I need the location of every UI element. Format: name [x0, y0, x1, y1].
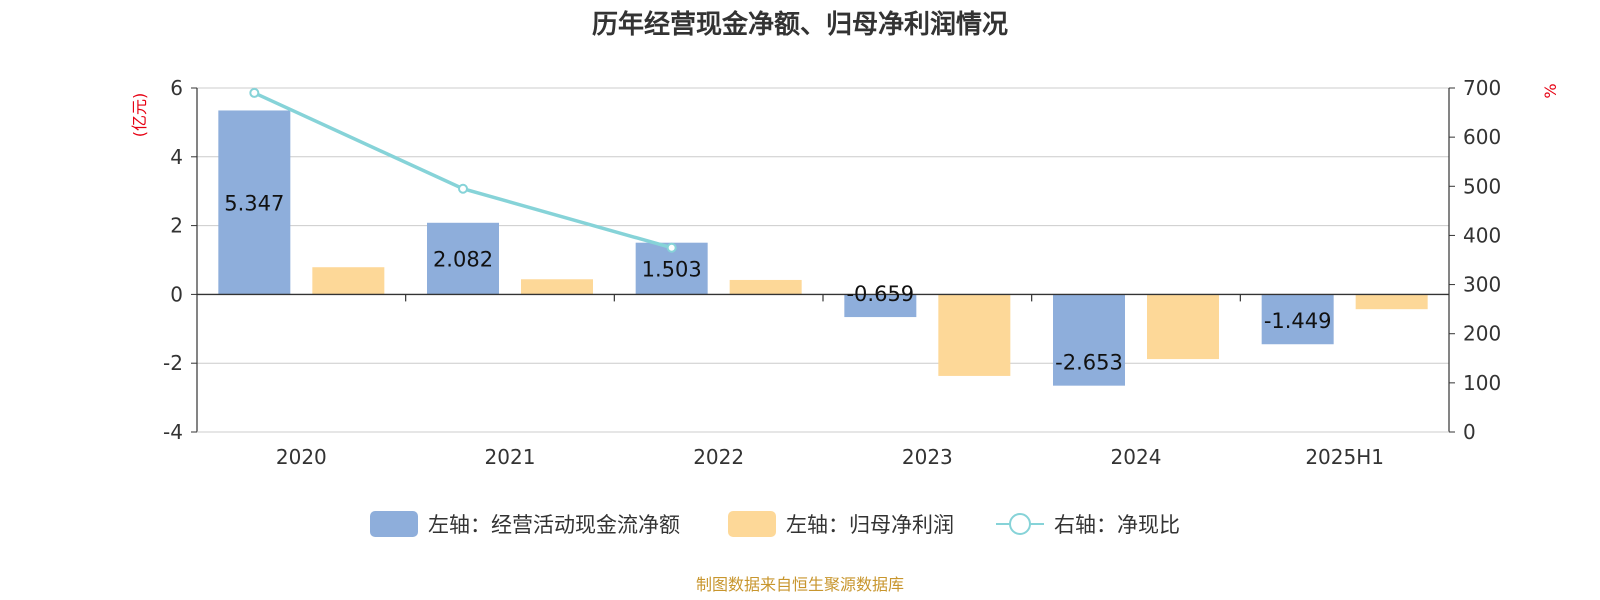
ratio-point[interactable] [666, 242, 677, 253]
category-label: 2025H1 [1305, 445, 1384, 469]
cashflow-value-label: 5.347 [224, 191, 284, 215]
net-profit-bar[interactable] [1147, 294, 1219, 360]
category-label: 2021 [485, 445, 536, 469]
chart-title: 历年经营现金净额、归母净利润情况 [592, 9, 1008, 40]
cashflow-value-label: 2.082 [433, 248, 493, 272]
cashflow-bar[interactable] [1261, 294, 1334, 345]
legend-label: 左轴：经营活动现金流净额 [428, 513, 680, 537]
axes: -4 -2 0 2 4 6 0 100 200 300 400 500 600 700 2020 2021 20… [163, 76, 1501, 469]
cashflow-value-label: 1.503 [642, 258, 702, 282]
right-tick-label: 0 [1463, 420, 1476, 444]
ratio-point[interactable] [249, 87, 260, 98]
legend-item[interactable]: 左轴：归母净利润 [728, 511, 954, 537]
net-profit-bar[interactable] [312, 267, 385, 295]
data-labels: 5.347 2.082 1.503 -0.659 -2.653 -1.449 [224, 191, 1331, 374]
cashflow-bar[interactable] [218, 110, 291, 295]
gridlines [197, 87, 1449, 433]
category-label: 2020 [276, 445, 327, 469]
net-profit-bar[interactable] [521, 279, 593, 295]
legend-swatch [370, 511, 418, 537]
right-tick-label: 400 [1463, 223, 1501, 247]
category-label: 2023 [902, 445, 953, 469]
ratio-point[interactable] [458, 183, 468, 194]
legend-swatch [728, 511, 776, 537]
left-axis-unit-label: (亿元) [130, 93, 149, 138]
left-tick-label: -2 [163, 351, 183, 375]
right-tick-label: 100 [1463, 371, 1501, 395]
bars [218, 110, 1428, 386]
net-profit-bar[interactable] [729, 279, 802, 295]
legend[interactable]: 左轴：经营活动现金流净额 左轴：归母净利润 右轴：净现比 [370, 511, 1180, 537]
right-axis-unit-label: % [1541, 83, 1560, 98]
left-tick-label: 4 [170, 145, 183, 169]
left-tick-label: 6 [170, 76, 183, 100]
ratio-line-series [249, 87, 677, 253]
net-profit-bar[interactable] [1355, 294, 1428, 310]
legend-marker [1009, 513, 1031, 535]
net-profit-bar[interactable] [938, 294, 1011, 376]
category-label: 2022 [693, 445, 744, 469]
right-tick-label: 300 [1463, 273, 1501, 297]
right-tick-label: 700 [1463, 76, 1501, 100]
cashflow-value-label: -0.659 [846, 282, 914, 306]
category-label: 2024 [1111, 445, 1162, 469]
right-tick-label: 600 [1463, 125, 1501, 149]
right-tick-label: 200 [1463, 322, 1501, 346]
source-note: 制图数据来自恒生聚源数据库 [696, 575, 904, 594]
cashflow-value-label: -2.653 [1055, 351, 1123, 375]
cashflow-bar[interactable] [1053, 294, 1125, 386]
cashflow-value-label: -1.449 [1264, 309, 1332, 333]
legend-item[interactable]: 左轴：经营活动现金流净额 [370, 511, 680, 537]
left-tick-label: 2 [170, 214, 183, 238]
legend-label: 左轴：归母净利润 [786, 513, 954, 537]
cashflow-bar[interactable] [844, 294, 917, 318]
legend-item[interactable]: 右轴：净现比 [996, 513, 1180, 537]
cashflow-bar[interactable] [427, 222, 499, 295]
left-tick-label: 0 [170, 282, 183, 306]
right-tick-label: 500 [1463, 174, 1501, 198]
left-tick-label: -4 [163, 420, 183, 444]
legend-label: 右轴：净现比 [1054, 513, 1180, 537]
